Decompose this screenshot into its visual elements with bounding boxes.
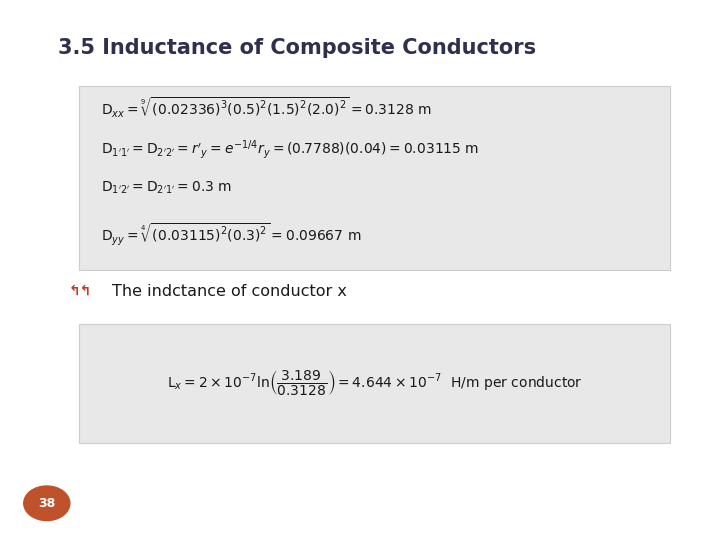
Text: $\mathrm{L}_x = 2 \times 10^{-7} \ln\!\left(\dfrac{3.189}{0.3128}\right) = 4.644: $\mathrm{L}_x = 2 \times 10^{-7} \ln\!\l… bbox=[166, 368, 582, 397]
Text: $\mathrm{D}_{xx} = \sqrt[9]{(0.02336)^3(0.5)^2(1.5)^2(2.0)^2} = 0.3128\ \mathrm{: $\mathrm{D}_{xx} = \sqrt[9]{(0.02336)^3(… bbox=[101, 96, 432, 120]
Text: The indctance of conductor x: The indctance of conductor x bbox=[112, 284, 346, 299]
Text: $\mathrm{D}_{1'2'} = \mathrm{D}_{2'1'} = 0.3\ \mathrm{m}$: $\mathrm{D}_{1'2'} = \mathrm{D}_{2'1'} =… bbox=[101, 179, 232, 195]
FancyBboxPatch shape bbox=[79, 86, 670, 270]
Text: $\mathrm{D}_{1'1'} = \mathrm{D}_{2'2'} = r'_y = e^{-1/4}r_y = (0.7788)(0.04) = 0: $\mathrm{D}_{1'1'} = \mathrm{D}_{2'2'} =… bbox=[101, 138, 479, 160]
Text: 38: 38 bbox=[38, 497, 55, 510]
FancyBboxPatch shape bbox=[79, 324, 670, 443]
Text: $\mathrm{D}_{yy} = \sqrt[4]{(0.03115)^2(0.3)^2} = 0.09667\ \mathrm{m}$: $\mathrm{D}_{yy} = \sqrt[4]{(0.03115)^2(… bbox=[101, 221, 361, 247]
Text: ↰↰: ↰↰ bbox=[68, 284, 91, 298]
Text: 3.5 Inductance of Composite Conductors: 3.5 Inductance of Composite Conductors bbox=[58, 38, 536, 58]
Circle shape bbox=[24, 486, 70, 521]
